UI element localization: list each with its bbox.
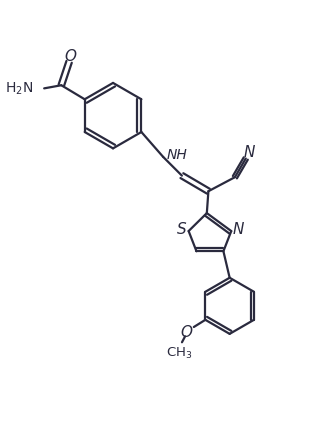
Text: N: N: [244, 146, 255, 160]
Text: O: O: [181, 325, 193, 340]
Text: S: S: [177, 222, 187, 237]
Text: O: O: [65, 49, 77, 64]
Text: H$_2$N: H$_2$N: [5, 80, 33, 97]
Text: CH$_3$: CH$_3$: [166, 346, 192, 361]
Text: NH: NH: [166, 149, 187, 163]
Text: N: N: [232, 222, 244, 237]
